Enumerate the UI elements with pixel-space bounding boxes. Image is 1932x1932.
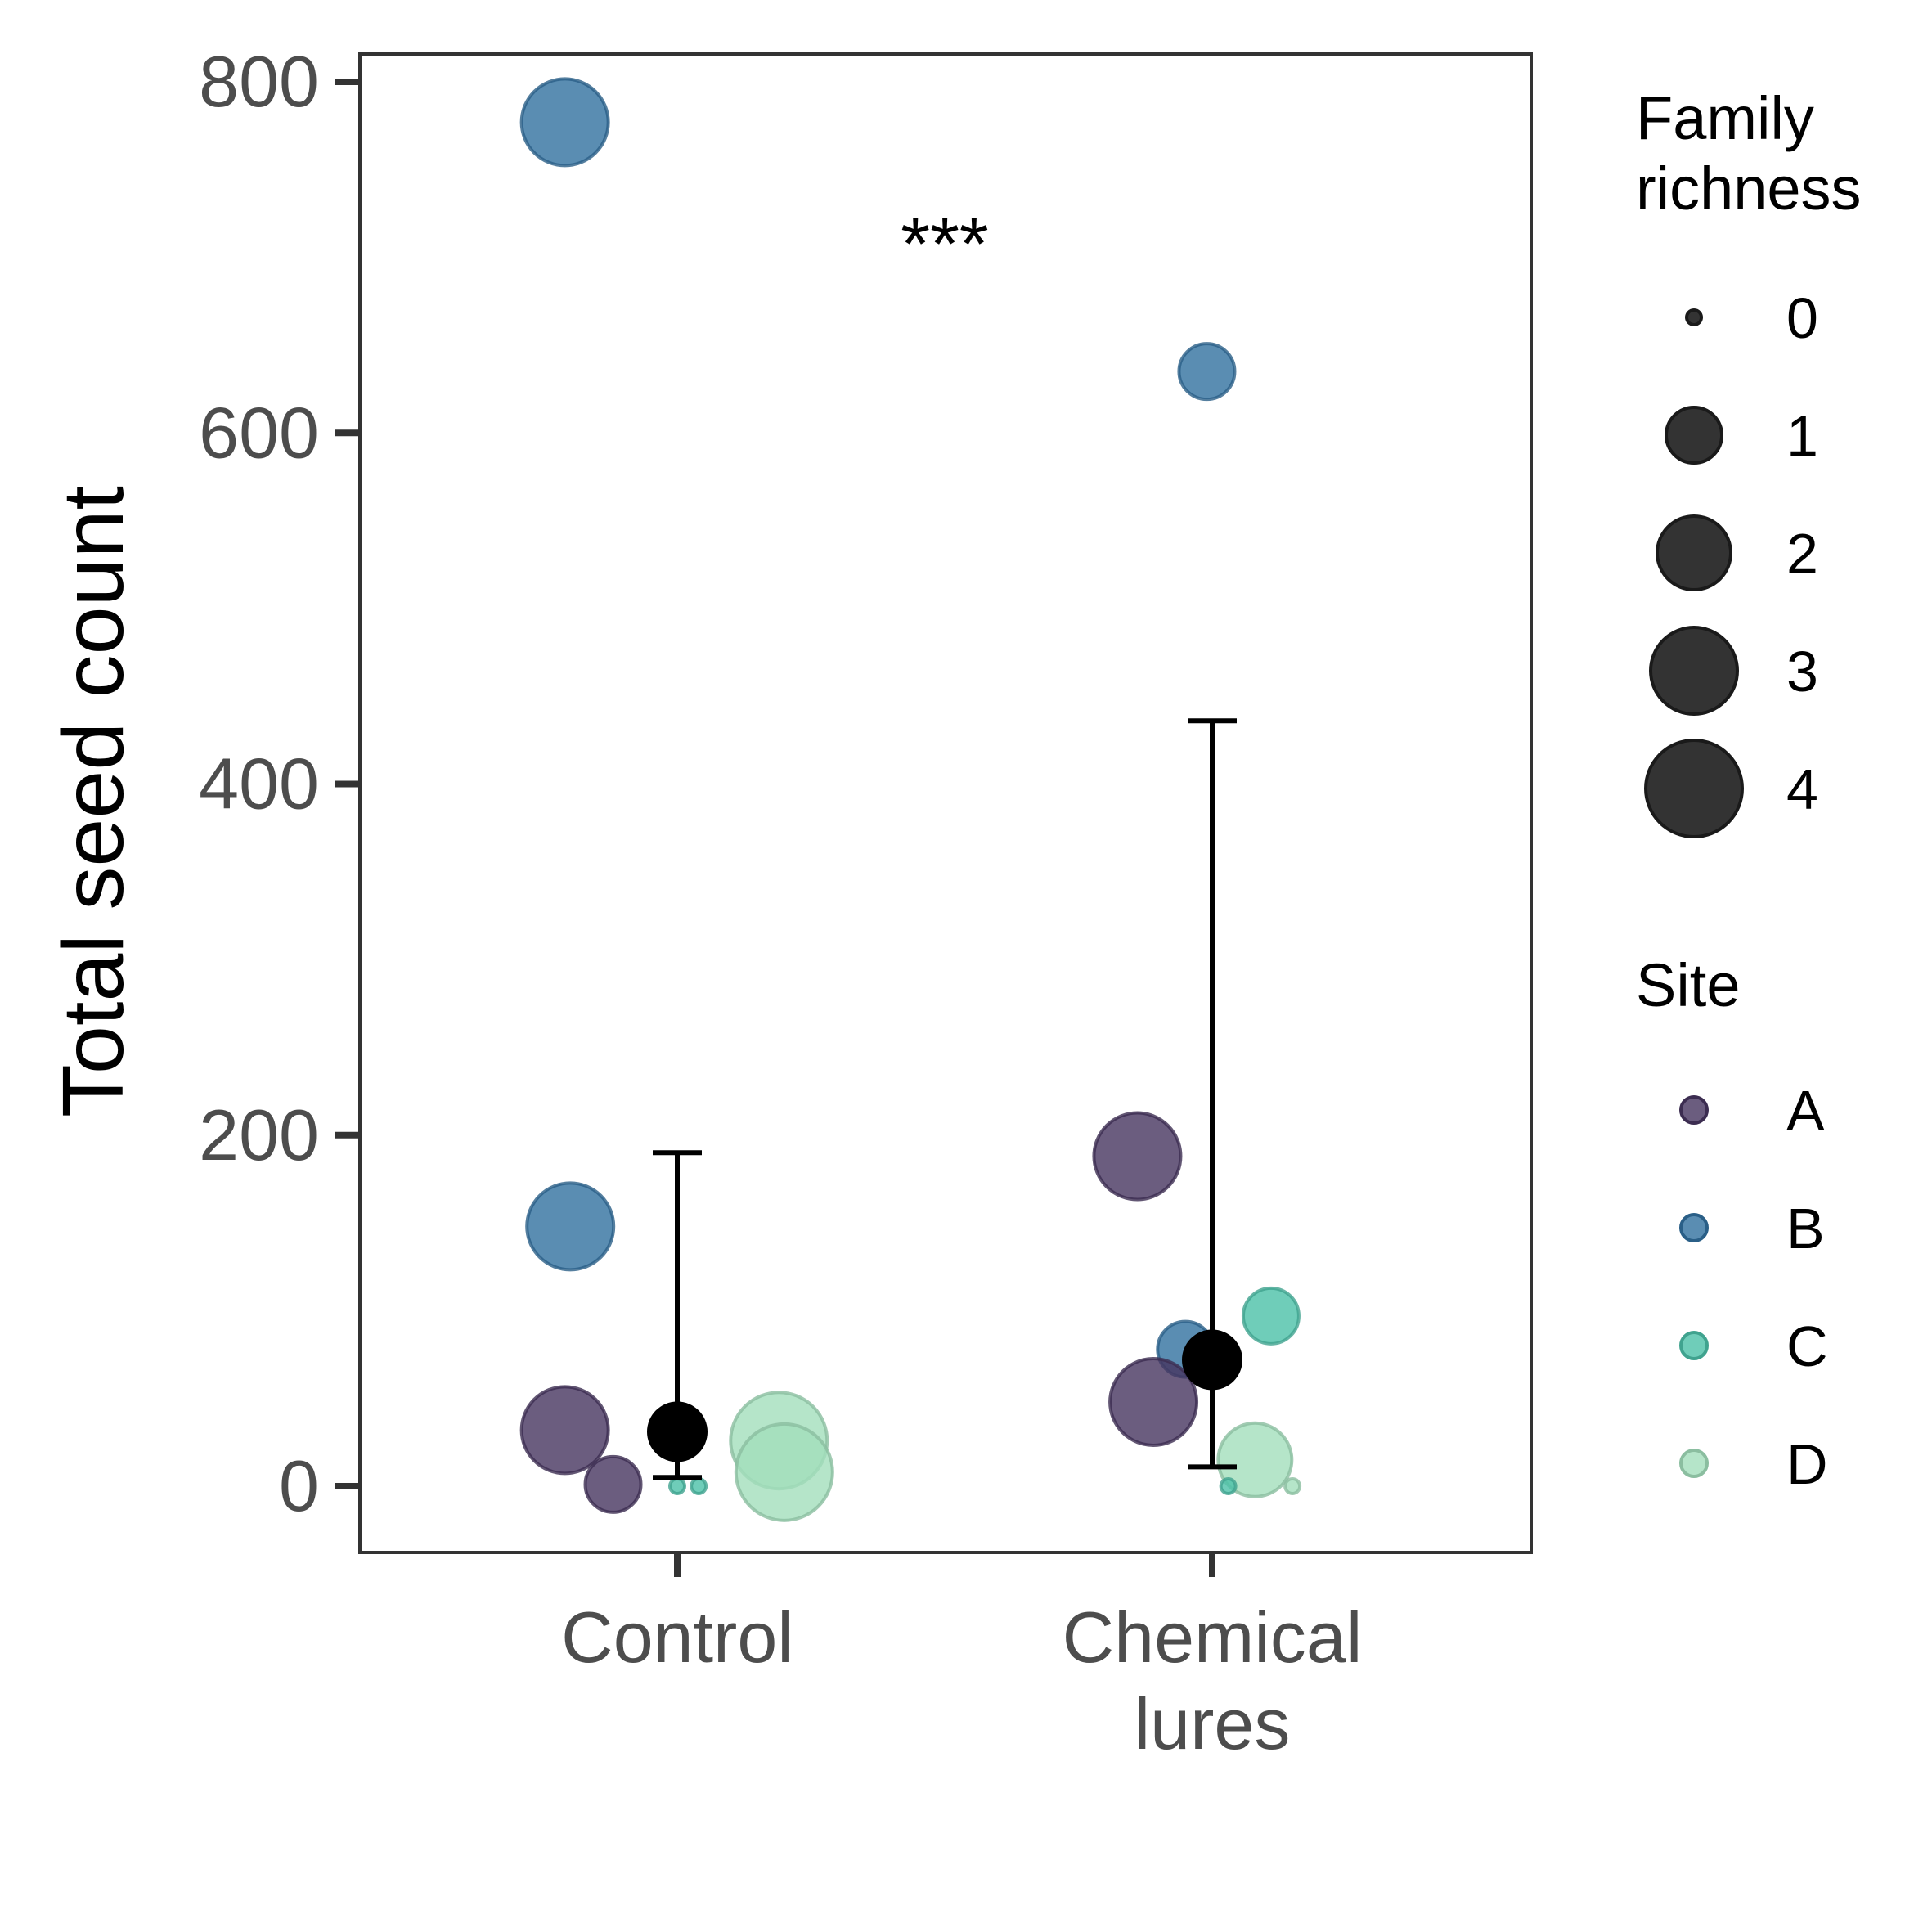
y-tick-label-400: 400: [199, 744, 319, 824]
x-tick-label-0: Control: [561, 1597, 793, 1678]
data-point-d-7: [734, 1422, 834, 1522]
legend-richness-label-3: 3: [1786, 640, 1818, 703]
data-point-c-14: [1219, 1477, 1238, 1495]
legend-richness-key-3: [1649, 626, 1739, 716]
data-point-a-3: [583, 1454, 643, 1514]
y-tick-label-200: 200: [199, 1094, 319, 1175]
data-point-c-4: [668, 1477, 686, 1495]
legend-richness-key-4: [1644, 739, 1744, 838]
legend-site-label-d: D: [1786, 1432, 1828, 1496]
data-point-b-0: [519, 77, 610, 168]
data-point-b-1: [525, 1181, 616, 1272]
legend-richness-key-2: [1656, 514, 1732, 591]
legend-site-key-b: [1679, 1213, 1709, 1242]
data-point-d-13: [1216, 1421, 1294, 1498]
legend-site-key-c: [1679, 1331, 1709, 1360]
y-tick-label-600: 600: [199, 392, 319, 473]
data-point-c-10: [1241, 1286, 1301, 1346]
panel-border: [358, 52, 1533, 1554]
data-point-b-8: [1177, 342, 1237, 402]
data-point-d-15: [1283, 1477, 1302, 1495]
plot-panel: [358, 52, 1533, 1554]
data-point-c-5: [690, 1477, 708, 1495]
data-point-a-9: [1092, 1111, 1183, 1202]
y-axis-title: Total seed count: [45, 486, 142, 1117]
legend-site-key-a: [1679, 1095, 1709, 1125]
data-point-a-2: [519, 1385, 610, 1476]
legend-richness-label-4: 4: [1786, 757, 1818, 821]
data-points: [519, 77, 1302, 1522]
legend-family-richness: Family richness 0 1 2 3 4: [1636, 84, 1862, 838]
legend-richness-key-0: [1685, 308, 1703, 326]
y-tick-label-0: 0: [279, 1445, 319, 1526]
mean-error-bars: [647, 718, 1242, 1480]
x-axis: Control Chemical lures: [561, 1552, 1362, 1764]
legend-site-label-c: C: [1786, 1314, 1828, 1378]
legend-richness-label-1: 1: [1786, 404, 1818, 468]
y-axis: 0 200 400 600 800: [199, 41, 360, 1526]
legend-richness-label-2: 2: [1786, 522, 1818, 586]
legend-site-label-a: A: [1786, 1079, 1825, 1143]
mean-point-0: [647, 1401, 708, 1462]
legend-site-label-b: B: [1786, 1197, 1825, 1260]
significance-annotation: ***: [901, 203, 988, 286]
legend-site-title: Site: [1636, 951, 1741, 1019]
legend-richness-key-1: [1665, 406, 1723, 465]
y-tick-label-800: 800: [199, 41, 319, 122]
data-point-a-12: [1108, 1356, 1199, 1447]
x-tick-label-1: Chemical lures: [1063, 1597, 1363, 1764]
legend-richness-label-0: 0: [1786, 286, 1818, 350]
legend-richness-title: Family richness: [1636, 84, 1862, 222]
mean-point-1: [1182, 1329, 1242, 1391]
legend-site-key-d: [1679, 1449, 1709, 1478]
